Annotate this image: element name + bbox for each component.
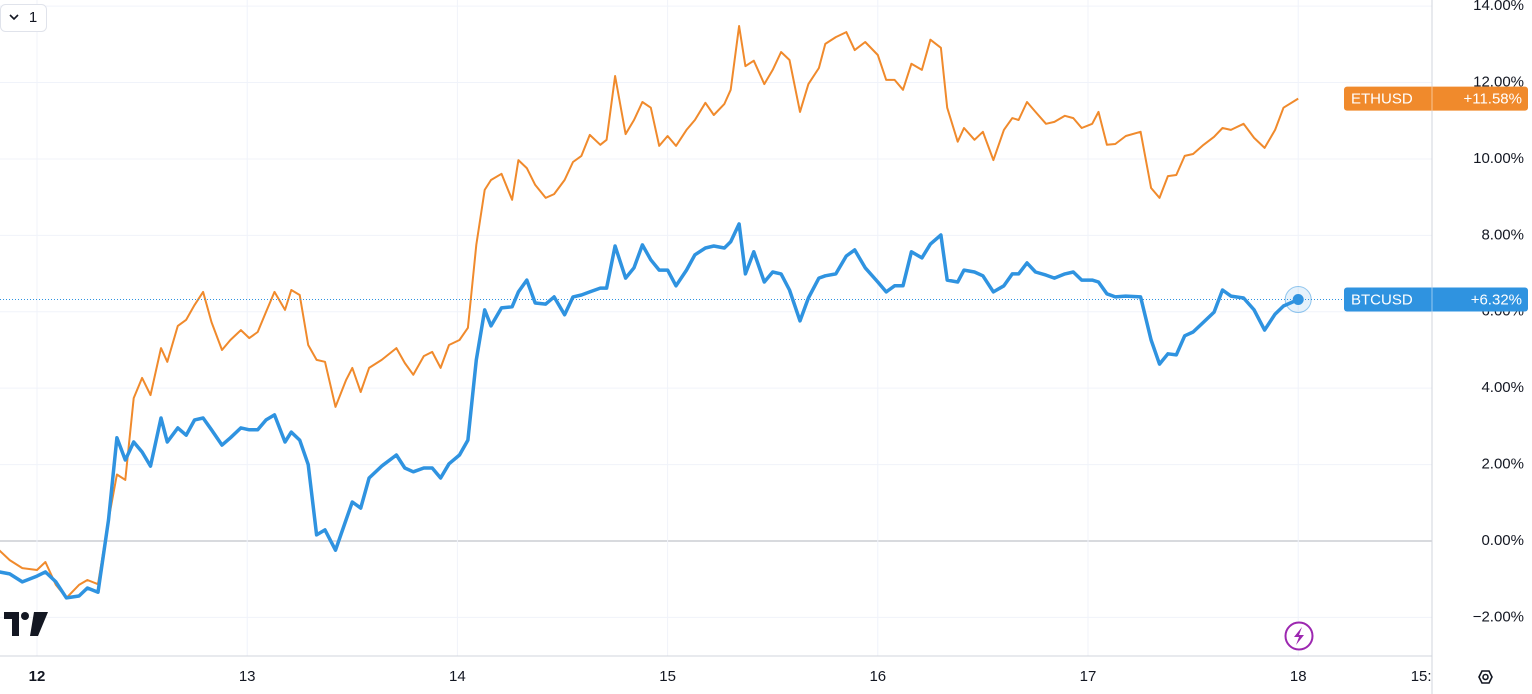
price-tag: BTCUSD +6.32% (1344, 287, 1528, 312)
x-tick-label: 14 (449, 668, 466, 685)
plot (0, 25, 1432, 600)
interval-button[interactable]: 1 (0, 4, 47, 32)
price-tag-box (1344, 86, 1528, 111)
logo-t (4, 612, 19, 636)
x-tick-label: 15 (659, 668, 676, 685)
value-label: +6.32% (1471, 292, 1522, 309)
lightning-button[interactable] (1284, 621, 1314, 651)
legend-label: ETHUSD (1351, 91, 1413, 108)
value-label: +11.58% (1463, 91, 1522, 108)
interval-box[interactable] (0, 4, 47, 32)
y-tick-label: 14.00% (1473, 0, 1524, 14)
price-tags: ETHUSD +11.58% BTCUSD +6.32% (1344, 86, 1528, 312)
y-tick-label: 2.00% (1481, 456, 1524, 473)
price-tag-box (1344, 287, 1528, 312)
x-tick-label: 15: (1411, 668, 1432, 685)
end-point (1292, 294, 1304, 306)
y-tick-label: 12.00% (1473, 73, 1524, 90)
y-tick-label: 0.00% (1481, 532, 1524, 549)
y-tick-label: 10.00% (1473, 150, 1524, 167)
logo (4, 612, 48, 636)
logo-dot (21, 612, 29, 620)
legend-label: BTCUSD (1351, 292, 1413, 309)
y-tick-label: 4.00% (1481, 379, 1524, 396)
y-tick-label: 8.00% (1481, 226, 1524, 243)
settings-button[interactable] (1478, 670, 1493, 684)
grid (0, 0, 1432, 656)
interval-label: 1 (29, 9, 37, 26)
x-tick-label: 16 (869, 668, 886, 685)
settings-icon[interactable] (1478, 670, 1493, 684)
chevron-icon (9, 14, 19, 21)
x-tick-label: 18 (1290, 668, 1307, 685)
lightning-icon (1294, 627, 1304, 645)
series-line (0, 25, 1299, 599)
logo-v (30, 612, 48, 636)
series-line (0, 222, 1299, 600)
y-tick-label: −2.00% (1473, 608, 1524, 625)
axes: 14.00%12.00%10.00%8.00%6.00%4.00%2.00%0.… (29, 0, 1524, 685)
x-tick-label: 17 (1080, 668, 1097, 685)
price-tag: ETHUSD +11.58% (1344, 86, 1528, 111)
x-tick-label: 12 (29, 668, 46, 685)
x-tick-label: 13 (239, 668, 256, 685)
settings-dot (1482, 673, 1489, 681)
